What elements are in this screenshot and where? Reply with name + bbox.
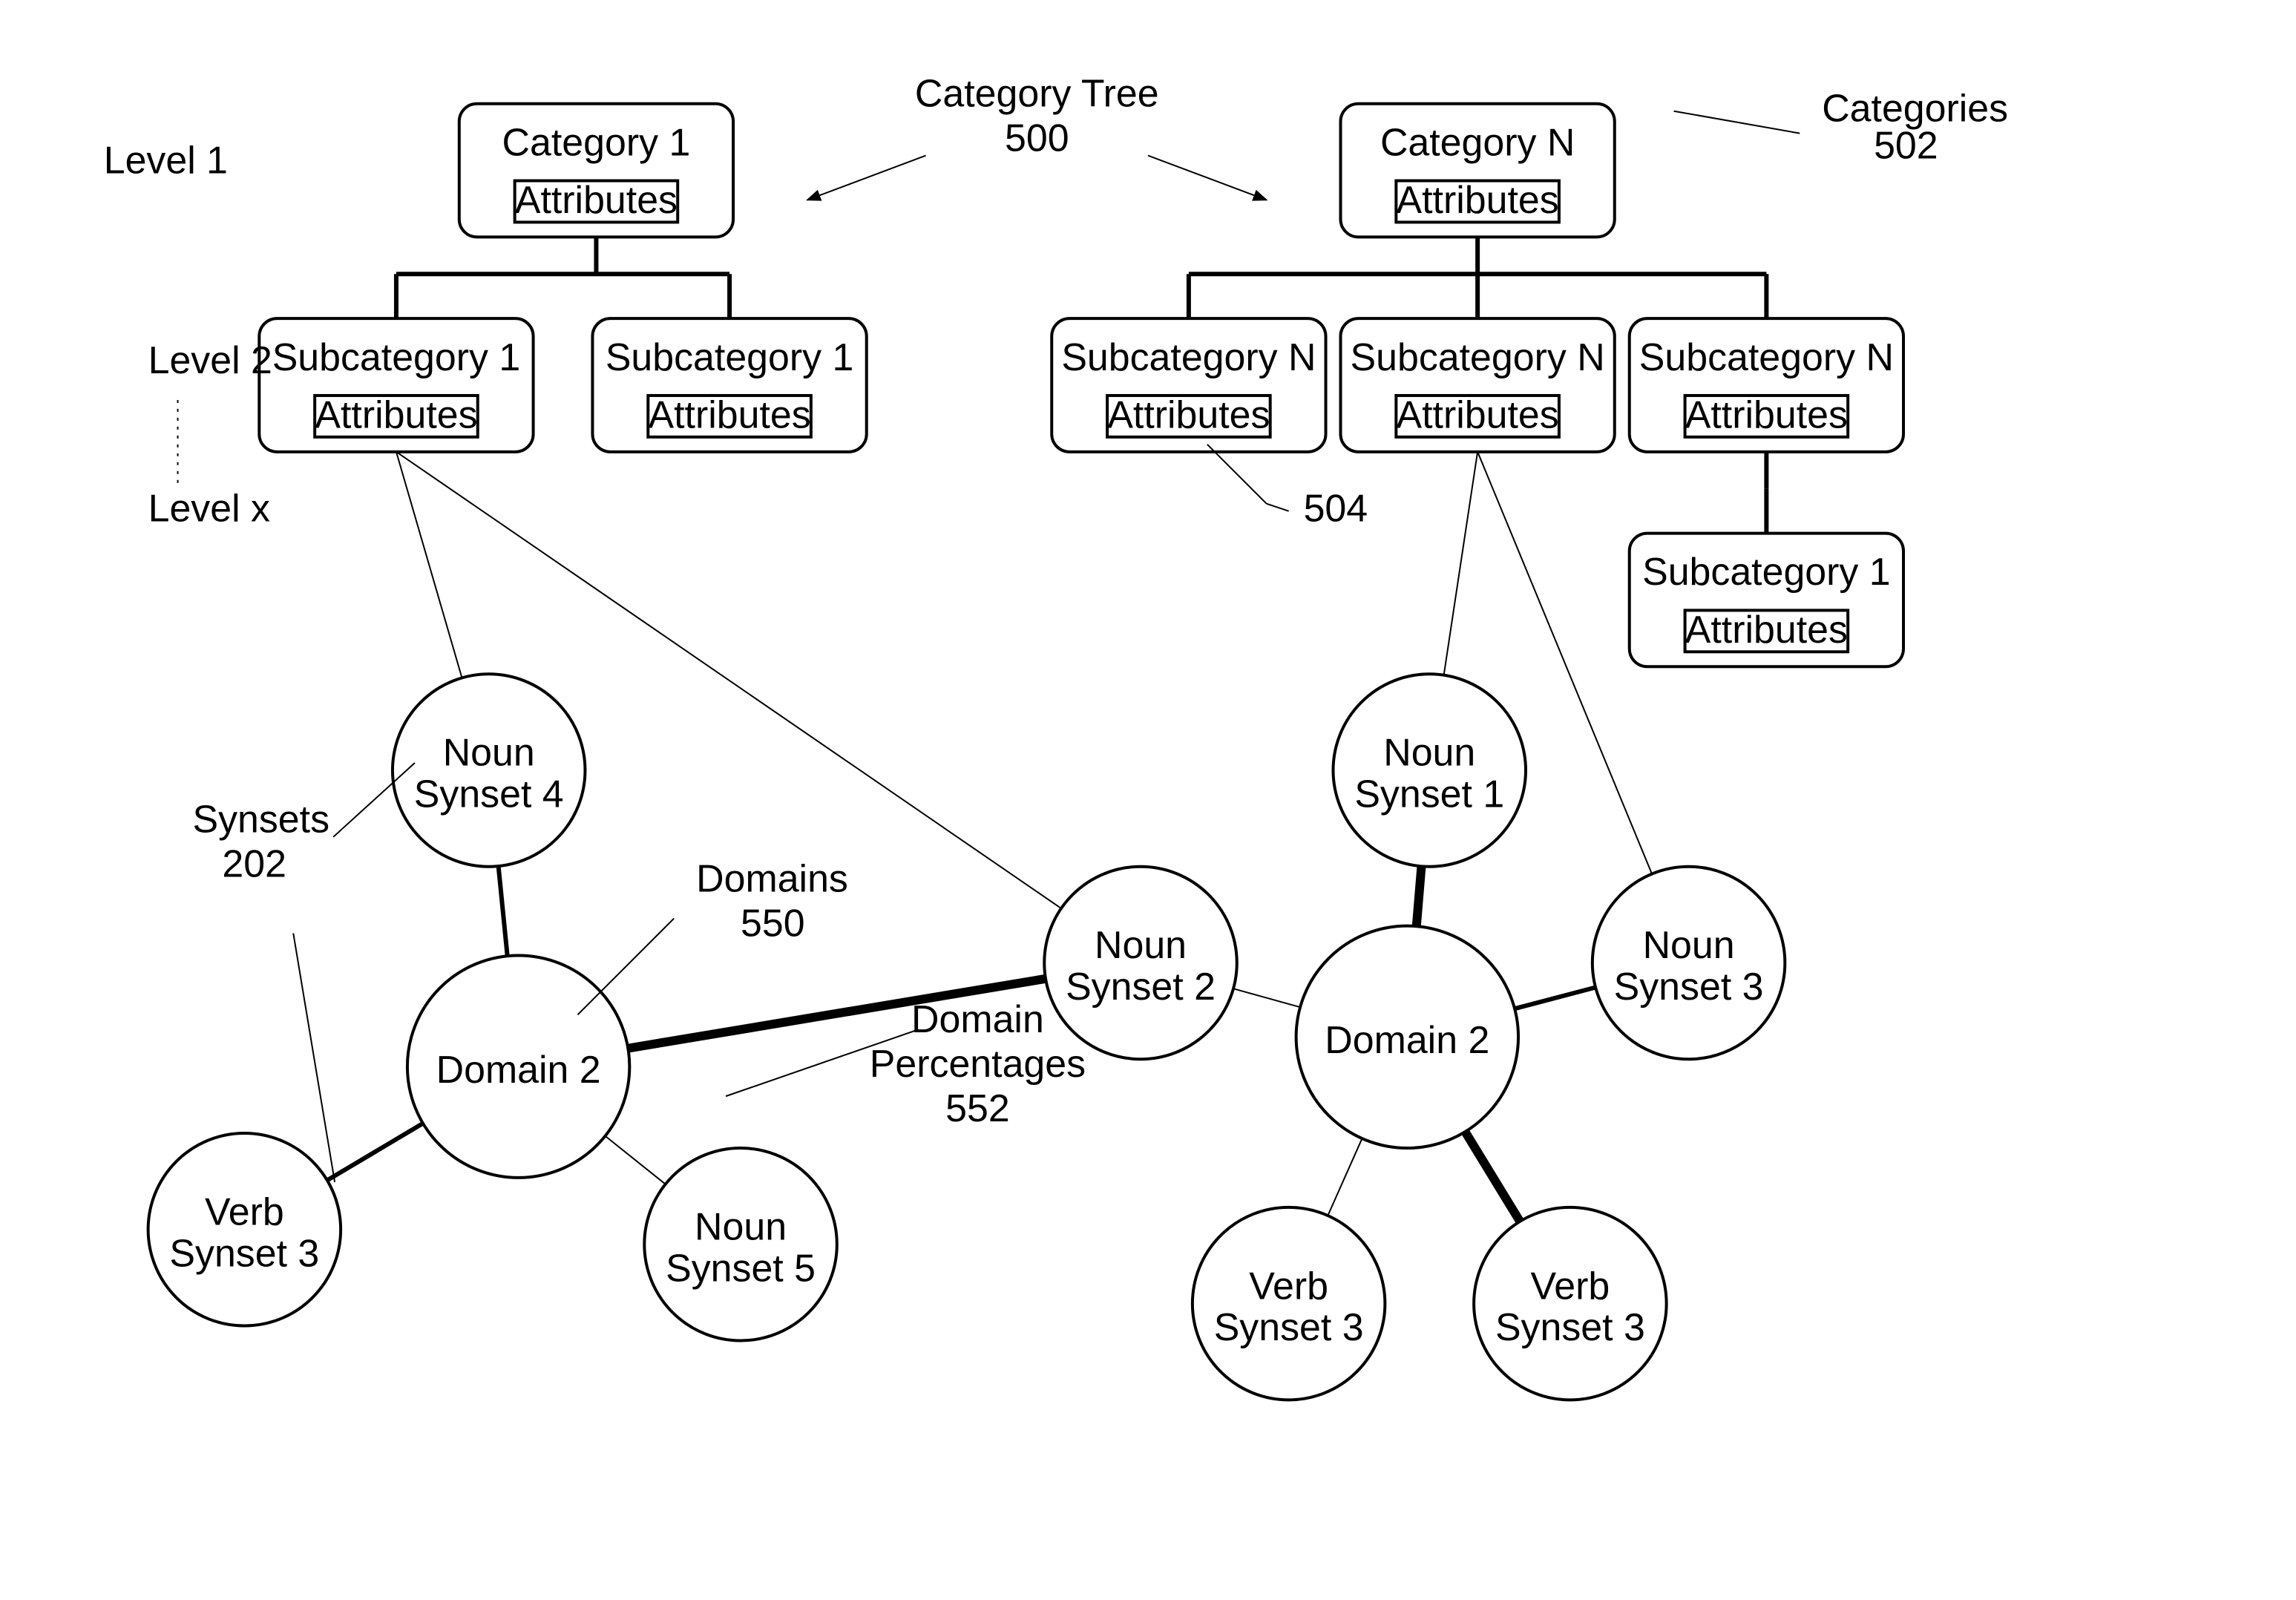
node-vs3Ra-l2: Synset 3 [1214,1305,1364,1348]
box-subNc1-attr: Attributes [1685,608,1848,651]
box-subNc1: Subcategory 1 Attributes [1630,534,1903,667]
title-arrow-0 [807,156,926,200]
callout-synsets-l1: Synsets [192,798,329,841]
diagram-canvas: Category 1 Attributes Category N Attributes… [0,0,2296,1600]
box-subNa-label: Subcategory N [1061,335,1316,378]
node-vs3Rb-l2: Synset 3 [1495,1305,1645,1348]
box-subNa: Subcategory N Attributes [1052,318,1325,452]
node-ns4: NounSynset 4 [393,674,585,866]
box-sub1a-label: Subcategory 1 [272,335,521,378]
title-line1: Category Tree [915,71,1159,114]
node-vs3L-l2: Synset 3 [169,1231,319,1274]
edge-domR-ns2 [1233,988,1300,1007]
box-cat1-label: Category 1 [502,120,691,163]
node-ns1: NounSynset 1 [1334,674,1526,866]
box-sub1b-label: Subcategory 1 [606,335,854,378]
box-subNb-label: Subcategory N [1351,335,1605,378]
node-ns3-l2: Synset 3 [1614,965,1764,1008]
callout-504: 504 [1304,486,1368,529]
node-vs3L-l1: Verb [205,1190,284,1233]
node-ns2-l1: Noun [1095,923,1187,966]
callout-categories-leader [1674,111,1800,134]
callout-504-leader2 [1267,504,1289,511]
box-subNb: Subcategory N Attributes [1340,318,1614,452]
edge-domR-vs3Ra [1328,1138,1362,1216]
edge-domR-ns3 [1515,987,1595,1009]
node-vs3Ra: VerbSynset 3 [1193,1207,1385,1400]
edge-domR-ns1 [1417,866,1422,926]
edge-domL-vs3L [327,1124,423,1181]
node-domR-l1: Domain 2 [1325,1018,1489,1061]
callout-domains-leader [577,919,674,1015]
box-catN: Category N Attributes [1340,104,1614,237]
box-catN-attr: Attributes [1397,178,1559,221]
box-sub1a: Subcategory 1 Attributes [259,318,533,452]
box-cat1-attr: Attributes [515,178,678,221]
node-domL: Domain 2 [407,955,629,1177]
crosslink-sub1a-ns4 [396,452,462,678]
box-subNc-attr: Attributes [1685,393,1848,436]
box-subNc-label: Subcategory N [1639,335,1894,378]
callout-domains-l1: Domains [696,856,848,899]
node-ns5-l2: Synset 5 [666,1246,816,1289]
box-subNb-attr: Attributes [1397,393,1559,436]
node-ns3-l1: Noun [1643,923,1735,966]
edge-domL-ns5 [606,1136,666,1184]
node-ns5-l1: Noun [695,1204,787,1247]
box-cat1: Category 1 Attributes [459,104,733,237]
node-ns5: NounSynset 5 [644,1148,836,1340]
level1-label: Level 1 [104,138,228,181]
box-subNc: Subcategory N Attributes [1630,318,1903,452]
node-ns2-l2: Synset 2 [1066,965,1216,1008]
node-vs3Rb-l1: Verb [1531,1264,1610,1307]
box-sub1b: Subcategory 1 Attributes [592,318,866,452]
callout-pct-l3: 552 [945,1086,1010,1129]
callout-domains-l2: 550 [741,901,805,944]
callout-pct-l2: Percentages [870,1042,1086,1085]
node-ns1-l1: Noun [1383,731,1475,774]
node-ns4-l2: Synset 4 [414,773,564,816]
node-domL-l1: Domain 2 [436,1048,601,1091]
node-ns3: NounSynset 3 [1593,867,1785,1059]
synset-callout-leader [293,934,335,1182]
box-subNa-attr: Attributes [1107,393,1270,436]
edge-domL-ns4 [499,866,508,956]
node-domR: Domain 2 [1296,926,1518,1148]
crosslink-subNb-ns1 [1444,452,1477,675]
node-vs3Rb: VerbSynset 3 [1474,1207,1666,1400]
callout-categories-l2: 502 [1874,123,1938,166]
edge-domR-vs3Rb [1465,1132,1520,1222]
node-vs3Ra-l1: Verb [1249,1264,1328,1307]
box-sub1b-attr: Attributes [649,393,811,436]
box-catN-label: Category N [1380,120,1575,163]
title-arrow-1 [1148,156,1267,200]
level2-label: Level 2 [148,338,272,381]
box-subNc1-label: Subcategory 1 [1642,550,1891,593]
title-line2: 500 [1005,116,1069,159]
callout-synsets-l2: 202 [222,842,286,885]
levelx-label: Level x [148,486,270,529]
node-vs3L: VerbSynset 3 [148,1133,341,1325]
box-sub1a-attr: Attributes [315,393,477,436]
callout-pct-l1: Domain [911,997,1044,1040]
node-ns1-l2: Synset 1 [1354,773,1504,816]
node-ns2: NounSynset 2 [1044,867,1236,1059]
node-ns4-l1: Noun [443,731,535,774]
